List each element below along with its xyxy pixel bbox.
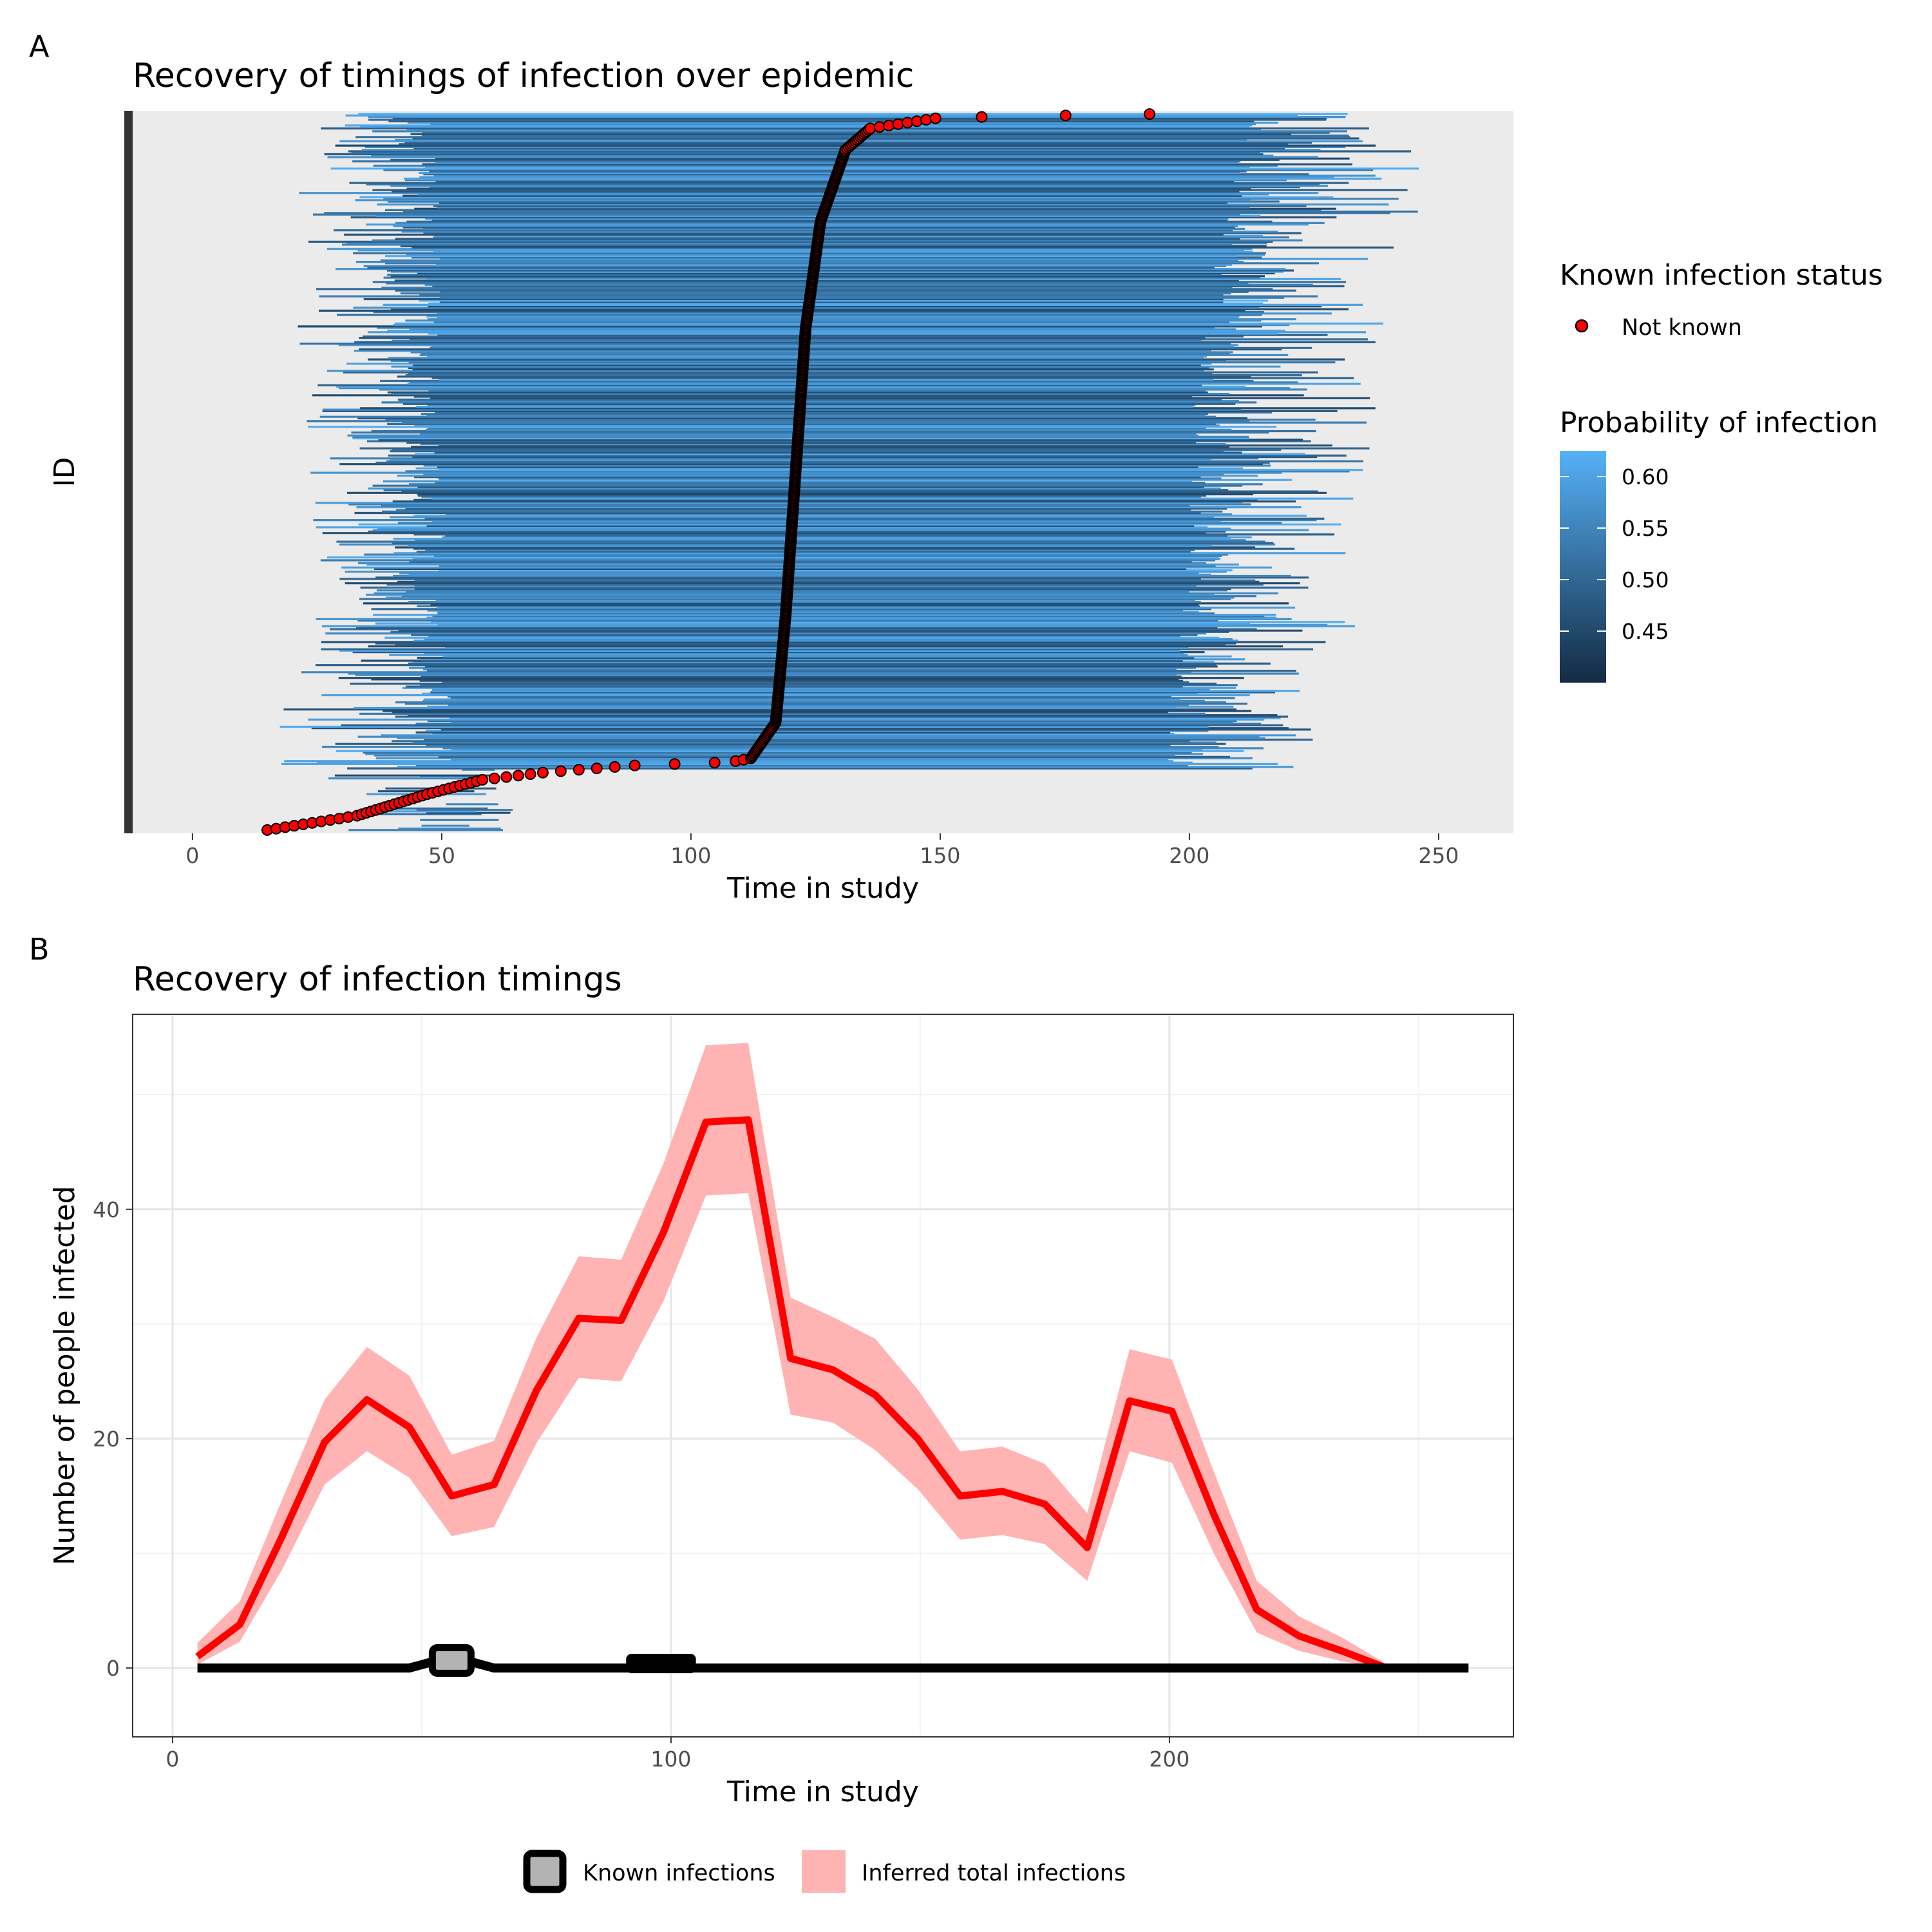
- panel-b-y-label: Number of people infected: [48, 1186, 81, 1565]
- colorbar-tick-label: 0.60: [1622, 464, 1669, 489]
- y-tick-label: 0: [106, 1656, 120, 1681]
- legend-probability-ticks: 0.45 0.50 0.55 0.60: [1560, 464, 1669, 644]
- panel-b-plot-border: [132, 1014, 1514, 1738]
- panel-a: A Recovery of timings of infection over …: [29, 29, 1883, 905]
- infection-time-point: [911, 115, 923, 128]
- x-tick-label: 100: [670, 843, 711, 868]
- infection-time-point: [477, 773, 489, 786]
- legend-known-label: Known infections: [583, 1861, 775, 1886]
- panel-b-x-label: Time in study: [726, 1776, 919, 1808]
- infection-time-point: [609, 761, 621, 773]
- infection-time-point: [976, 111, 988, 123]
- infection-time-point: [591, 762, 603, 775]
- known-infection-marker: [626, 1654, 696, 1674]
- infection-time-point: [873, 121, 886, 133]
- infection-time-point: [488, 772, 500, 784]
- x-tick-label: 0: [185, 843, 199, 868]
- legend-inferred-label: Inferred total infections: [862, 1861, 1126, 1886]
- colorbar-tick-label: 0.50: [1622, 567, 1669, 592]
- legend-known-key: [523, 1850, 567, 1893]
- colorbar-tick-label: 0.55: [1622, 516, 1669, 541]
- known-infections-series: [197, 1643, 1469, 1677]
- panel-a-infection-points: [261, 108, 1155, 836]
- infection-time-point: [573, 764, 585, 776]
- legend-not-known-point: [1575, 319, 1589, 333]
- infection-time-point: [512, 770, 524, 782]
- infection-time-point: [892, 118, 904, 130]
- panel-a-interval-segments: [279, 113, 1419, 831]
- y-tick-label: 20: [93, 1426, 120, 1452]
- panel-a-y-label: ID: [48, 457, 81, 488]
- legend-not-known-label: Not known: [1622, 315, 1742, 341]
- infection-time-point: [554, 765, 567, 777]
- panel-a-tag: A: [29, 29, 50, 64]
- infection-time-point: [668, 758, 681, 770]
- x-tick-label: 150: [920, 843, 960, 868]
- infection-time-point: [920, 114, 933, 126]
- panel-b-title: Recovery of infection timings: [133, 960, 622, 999]
- panel-a-title: Recovery of timings of infection over ep…: [133, 57, 914, 95]
- y-tick-label: 40: [93, 1197, 120, 1222]
- infection-time-point: [902, 117, 914, 129]
- panel-b-axis-ticks: 0 100 200 0 20 40: [93, 1197, 1189, 1772]
- colorbar-tick-label: 0.45: [1622, 619, 1669, 644]
- panel-b-tag: B: [29, 932, 50, 967]
- known-infection-marker: [428, 1643, 475, 1677]
- legend-probability-colorbar: [1560, 451, 1606, 683]
- infection-time-point: [1059, 109, 1072, 122]
- x-tick-label: 200: [1149, 1747, 1189, 1772]
- x-tick-label: 100: [650, 1747, 691, 1772]
- panel-a-x-ticks: 0 50 100 150 200 250: [185, 833, 1459, 868]
- x-tick-label: 250: [1418, 843, 1459, 868]
- legend-status-title: Known infection status: [1560, 259, 1883, 292]
- infection-time-point: [629, 759, 641, 772]
- inferred-total-line: [195, 1116, 1385, 1671]
- panel-a-id-axis-bar: [124, 111, 133, 833]
- infection-time-point: [708, 757, 721, 769]
- infection-time-point: [500, 771, 513, 783]
- x-tick-label: 50: [428, 843, 455, 868]
- panel-b: B Recovery of infection timings 0 100 2000…: [29, 932, 1514, 1893]
- infection-time-point: [1144, 108, 1155, 120]
- panel-a-x-label: Time in study: [726, 872, 919, 905]
- infection-time-point: [536, 766, 549, 779]
- infection-time-point: [524, 768, 536, 780]
- legend-probability-title: Probability of infection: [1560, 406, 1878, 439]
- infection-time-point: [929, 112, 942, 124]
- x-tick-label: 0: [166, 1747, 179, 1772]
- infection-time-point: [883, 119, 895, 131]
- legend-inferred-key: [802, 1850, 846, 1893]
- known-infections-line: [197, 1652, 1469, 1673]
- x-tick-label: 200: [1169, 843, 1209, 868]
